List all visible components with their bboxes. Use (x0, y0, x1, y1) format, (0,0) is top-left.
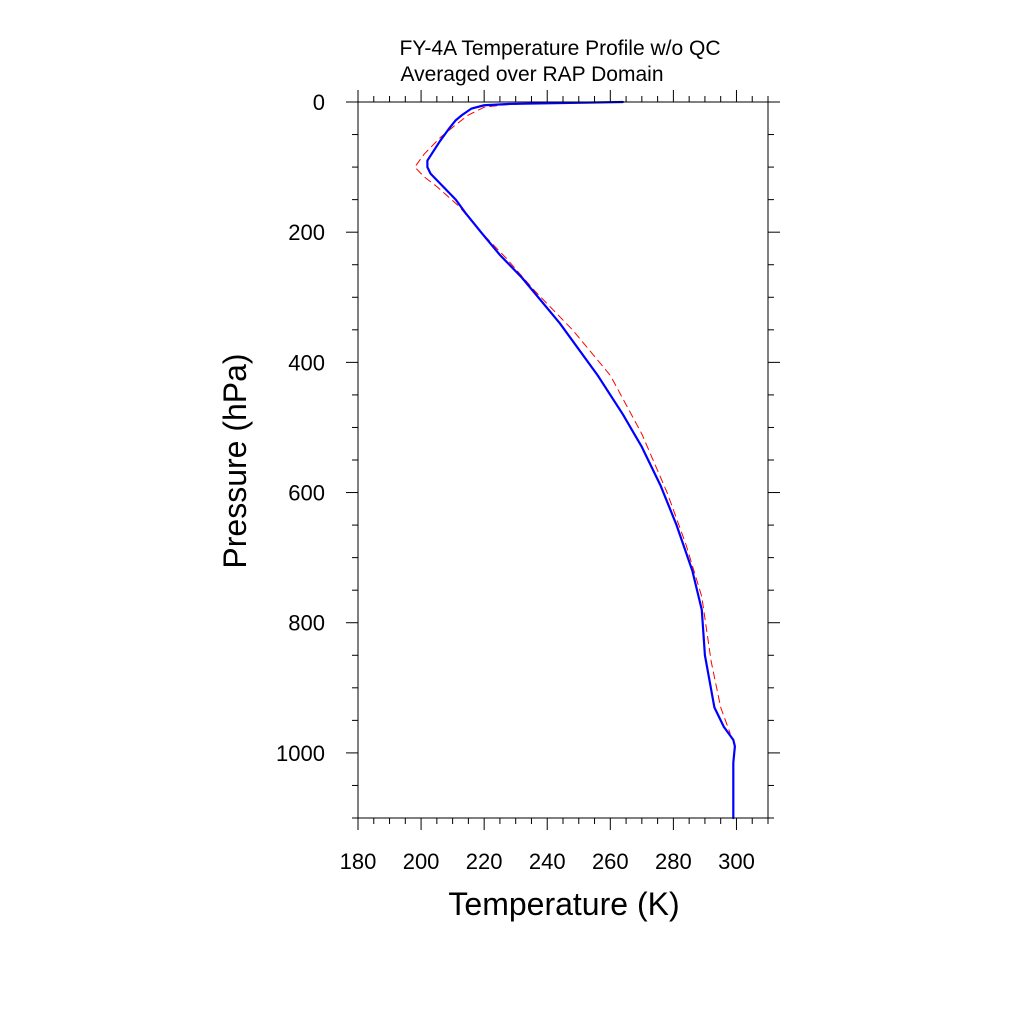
y-tick-label: 0 (313, 90, 325, 115)
series-line-dashed (414, 101, 731, 734)
y-axis-label: Pressure (hPa) (217, 353, 253, 568)
chart-title: FY-4A Temperature Profile w/o QC (400, 37, 721, 60)
y-axis-tick-labels: 0 200 400 600 800 1000 (276, 90, 325, 766)
x-tick-label: 240 (529, 849, 566, 874)
y-tick-label: 1000 (276, 741, 325, 766)
x-tick-label: 220 (466, 849, 503, 874)
x-tick-label: 200 (403, 849, 440, 874)
axis-ticks (346, 90, 780, 830)
series-group (414, 100, 736, 820)
x-tick-label: 300 (718, 849, 755, 874)
chart-subtitle: Averaged over RAP Domain (400, 63, 663, 86)
plot-frame (357, 101, 769, 819)
x-axis-tick-labels: 180 200 220 240 260 280 300 (340, 849, 755, 874)
y-tick-label: 400 (288, 350, 325, 375)
x-tick-label: 260 (592, 849, 629, 874)
x-tick-label: 280 (655, 849, 692, 874)
y-tick-label: 200 (288, 220, 325, 245)
y-tick-label: 600 (288, 481, 325, 506)
x-axis-label: Temperature (K) (448, 886, 679, 922)
y-tick-label: 800 (288, 611, 325, 636)
series-line-solid (426, 100, 736, 820)
x-tick-label: 180 (340, 849, 377, 874)
